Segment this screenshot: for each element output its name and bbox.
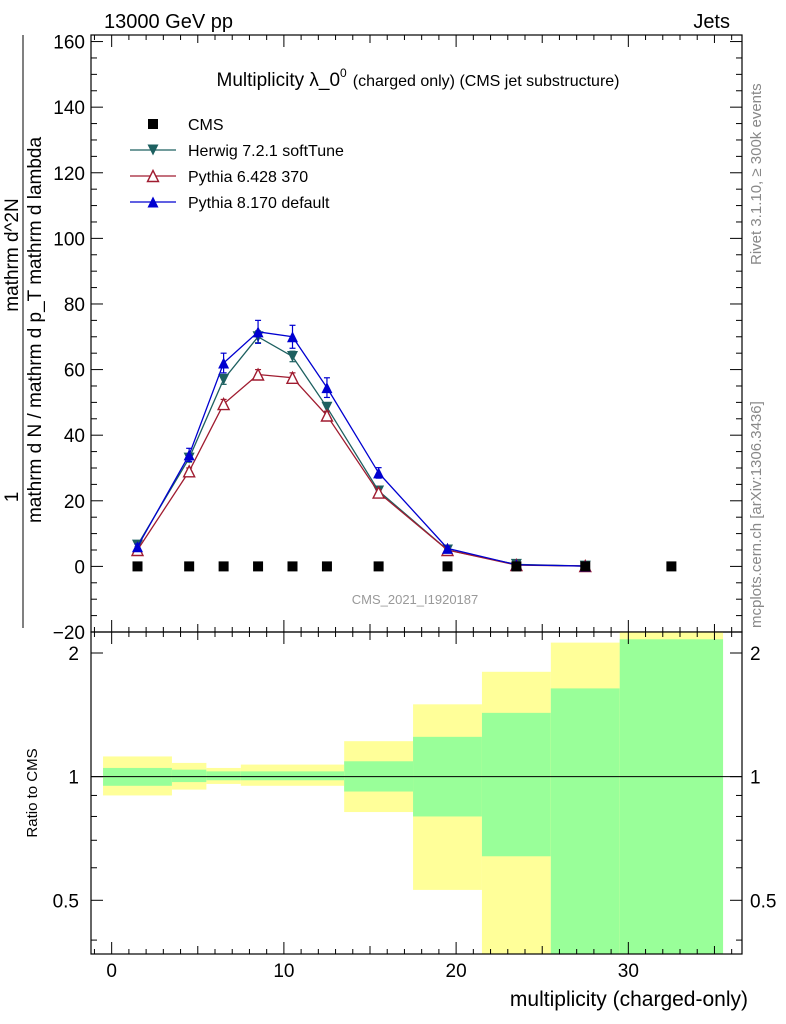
y-tick-label: 80	[64, 295, 85, 316]
data-point	[184, 561, 195, 572]
data-point	[183, 449, 195, 461]
y-tick-label: 0	[74, 557, 85, 578]
series-cms	[132, 561, 677, 572]
legend: CMS Herwig 7.2.1 softTune Pythia 6.428 370…	[130, 117, 344, 212]
data-point	[320, 408, 334, 422]
ratio-band-green	[171, 769, 207, 783]
ratio-y-tick-label-right: 2	[750, 644, 761, 665]
legend-label: CMS	[188, 117, 224, 134]
x-tick-label: 30	[618, 961, 639, 982]
data-point	[253, 561, 264, 572]
mcplots-label: mcplots.cern.ch [arXiv:1306.3436]	[748, 401, 765, 628]
y-tick-label: 20	[64, 492, 85, 513]
main-series	[130, 319, 677, 573]
data-point	[285, 370, 300, 384]
legend-marker	[146, 168, 160, 183]
ratio-panel: 0.5 0.5 1 1 2 2 0 10 20 30 Ratio to CMS multipli…	[24, 631, 776, 1011]
ratio-frame	[90, 631, 743, 955]
legend-label: Pythia 8.170 default	[188, 195, 330, 212]
data-point	[287, 331, 298, 343]
data-point	[252, 326, 264, 338]
data-point	[218, 373, 230, 385]
header-left: 13000 GeV pp	[104, 11, 233, 33]
ratio-y-tick-label-right: 0.5	[750, 891, 776, 912]
y-tick-label: 100	[53, 229, 85, 250]
data-point	[373, 561, 384, 572]
y-tick-label: 120	[53, 164, 85, 185]
data-point	[580, 561, 591, 572]
series-pythia-6-428-370	[130, 367, 592, 573]
ylabel-one: 1	[2, 492, 23, 503]
x-tick-label: 0	[106, 961, 117, 982]
ratio-band-green	[206, 771, 241, 781]
data-point	[321, 382, 333, 394]
ratio-y-tick-label: 1	[68, 768, 79, 789]
ratio-bands	[103, 632, 724, 954]
main-ylabel: 1 mathrm d^2N mathrm d N / mathrm d p_T …	[2, 35, 46, 628]
x-axis-label: multiplicity (charged-only)	[510, 988, 748, 1011]
rivet-label: Rivet 3.1.10, ≥ 300k events	[748, 83, 765, 265]
data-point	[666, 561, 677, 572]
legend-marker	[147, 196, 159, 208]
y-tick-label: −20	[53, 623, 85, 644]
data-point	[251, 367, 265, 381]
data-point	[321, 401, 333, 413]
legend-marker	[148, 119, 158, 129]
data-point	[287, 561, 298, 572]
x-tick-label: 10	[273, 961, 294, 982]
data-point	[132, 561, 143, 572]
ratio-y-tick-label: 0.5	[53, 891, 79, 912]
data-point	[218, 561, 229, 572]
title-sub: (charged only) (CMS jet substructure)	[353, 73, 620, 90]
ratio-band-green	[481, 712, 551, 857]
title-superscript: 0	[340, 66, 347, 80]
data-point	[132, 541, 143, 553]
ylabel-numerator: mathrm d^2N	[2, 198, 23, 311]
plot-title: Multiplicity λ_00 (charged only) (CMS jet…	[217, 66, 620, 91]
ylabel-denominator: mathrm d N / mathrm d p_T mathrm d lambd…	[25, 137, 46, 524]
ratio-y-tick-label-right: 1	[750, 768, 761, 789]
x-tick-label: 20	[446, 961, 467, 982]
y-tick-label: 140	[53, 98, 85, 119]
y-tick-label: 160	[53, 33, 85, 54]
title-main: Multiplicity λ_0	[217, 70, 341, 91]
series-herwig-7-2-1-softtune	[132, 330, 591, 572]
series-line	[136, 331, 586, 567]
ratio-ylabel: Ratio to CMS	[24, 748, 41, 837]
data-point	[511, 561, 522, 572]
main-y-axis: −20 0 20 40 60 80 100 120 140 160	[53, 33, 742, 644]
data-point	[182, 464, 196, 478]
legend-label: Herwig 7.2.1 softTune	[188, 143, 344, 160]
data-point	[442, 542, 453, 554]
watermark: CMS_2021_I1920187	[352, 592, 479, 607]
data-point	[287, 350, 298, 362]
data-point	[371, 485, 386, 499]
ratio-y-tick-label: 2	[68, 644, 79, 665]
data-point	[442, 561, 453, 572]
ratio-band-green	[240, 771, 345, 781]
data-point	[373, 467, 385, 479]
ratio-x-axis: 0 10 20 30	[93, 632, 733, 982]
ratio-band-green	[619, 639, 724, 954]
ratio-y-axis: 0.5 0.5 1 1 2 2	[53, 644, 776, 941]
legend-label: Pythia 6.428 370	[188, 169, 308, 186]
series-pythia-8-170-default	[132, 319, 591, 572]
legend-marker	[147, 144, 159, 156]
main-panel: −20 0 20 40 60 80 100 120 140 160 CMS_2021_I19201…	[53, 33, 743, 644]
data-point	[218, 357, 230, 369]
data-point	[321, 561, 332, 572]
data-point	[216, 396, 231, 411]
main-x-axis	[93, 35, 733, 632]
ratio-band-green	[550, 688, 620, 954]
series-line	[136, 373, 586, 567]
y-tick-label: 60	[64, 361, 85, 382]
y-tick-label: 40	[64, 426, 85, 447]
header-right: Jets	[693, 11, 730, 33]
series-line	[136, 335, 586, 567]
